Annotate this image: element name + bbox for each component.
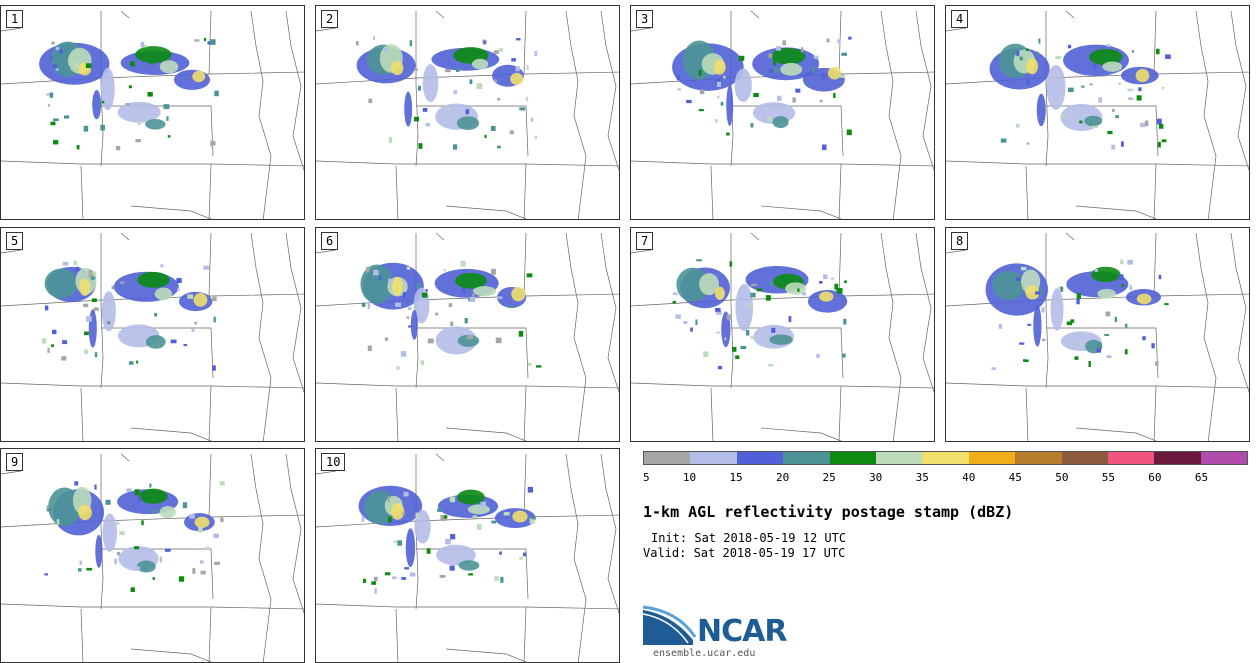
colorbar-tick-label: 60 [1148,471,1162,484]
member-label: 3 [636,10,654,28]
colorbar-tick-label: 65 [1194,471,1209,484]
reflectivity-map [1,232,304,441]
reflectivity-map [1,453,304,662]
colorbar-tick-label: 50 [1055,471,1069,484]
ensemble-member-panel: 8 [945,227,1250,442]
colorbar-tick-label: 5 [643,471,650,484]
colorbar-segment [644,452,691,464]
colorbar-ticks: 5 10 15 20 25 30 35 40 45 50 55 60 65 [643,471,1248,485]
member-label: 4 [951,10,969,28]
colorbar-tick-label: 35 [915,471,929,484]
init-time: Init: Sat 2018-05-19 12 UTC [651,531,847,545]
ensemble-member-panel: 4 [945,5,1250,220]
member-label: 2 [321,10,339,28]
colorbar-segment [783,452,830,464]
colorbar-segment [690,452,737,464]
colorbar-tick-label: 55 [1101,471,1115,484]
colorbar-segment [1061,452,1108,464]
ncar-logo-icon [643,605,697,645]
colorbar-tick-label: 30 [869,471,883,484]
colorbar-tick-label: 20 [775,471,790,484]
ensemble-member-panel: 6 [315,227,620,442]
colorbar-segment [736,452,784,464]
colorbar-segment [1015,452,1062,464]
reflectivity-map [631,232,934,441]
ensemble-member-panel: 7 [630,227,935,442]
ensemble-url: ensemble.ucar.edu [653,648,756,659]
colorbar-segment [968,452,1016,464]
member-label: 6 [321,232,339,250]
reflectivity-map [946,10,1249,219]
colorbar-tick-label: 25 [822,471,836,484]
colorbar-segment [1107,452,1155,464]
colorbar-segment [875,452,923,464]
reflectivity-map [316,232,619,441]
ensemble-member-panel: 10 [315,448,620,663]
member-label: 8 [951,232,969,250]
chart-title: 1-km AGL reflectivity postage stamp (dBZ… [643,503,1014,521]
reflectivity-map [631,10,934,219]
colorbar-segment [1200,452,1248,464]
reflectivity-map [946,232,1249,441]
colorbar-tick-label: 40 [962,471,976,484]
ensemble-member-panel: 5 [0,227,305,442]
colorbar-tick-label: 10 [682,471,697,484]
ensemble-member-panel: 3 [630,5,935,220]
colorbar-tick-label: 45 [1008,471,1022,484]
colorbar-tick-label: 15 [729,471,743,484]
ncar-logo-text: NCAR [697,614,787,649]
valid-time: Valid: Sat 2018-05-19 17 UTC [643,546,846,560]
ensemble-member-panel: 2 [315,5,620,220]
reflectivity-colorbar [643,451,1248,465]
ensemble-member-panel: 1 [0,5,305,220]
reflectivity-map [316,10,619,219]
member-label: 9 [6,453,24,471]
member-label: 10 [321,453,346,471]
member-label: 5 [6,232,24,250]
member-label: 1 [6,10,24,28]
reflectivity-map [1,10,304,219]
reflectivity-map [316,453,619,662]
colorbar-segment [922,452,969,464]
member-label: 7 [636,232,654,250]
colorbar-segment [1154,452,1201,464]
ensemble-member-panel: 9 [0,448,305,663]
colorbar-segment [829,452,876,464]
